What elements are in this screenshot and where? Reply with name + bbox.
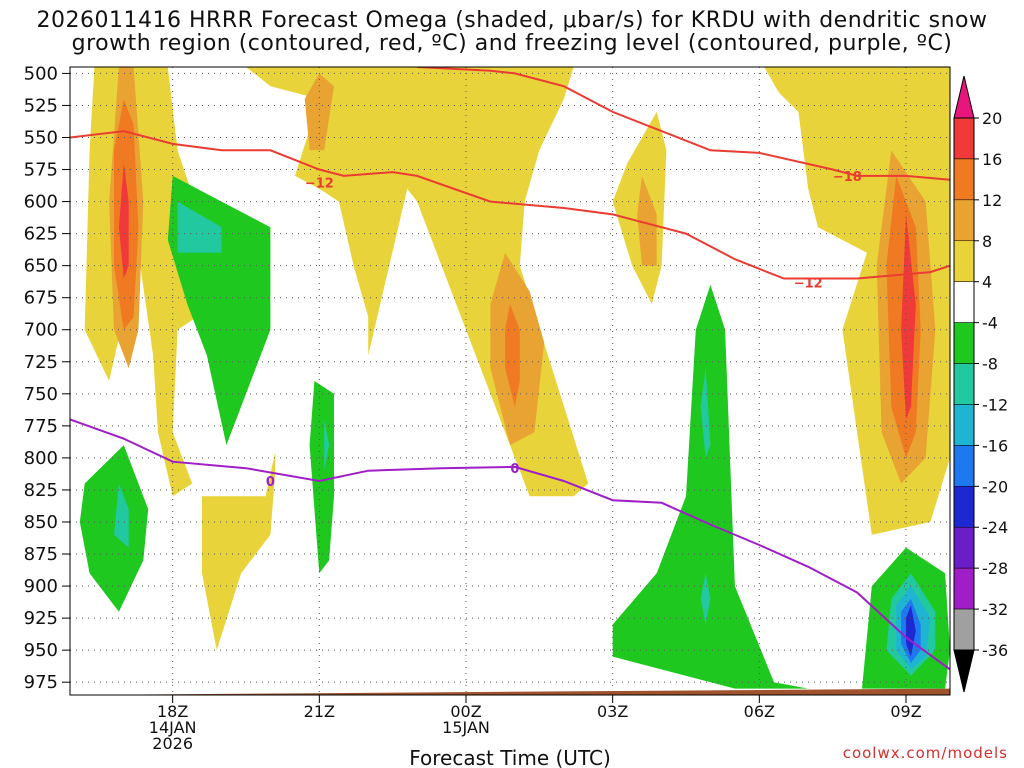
plot-frame — [69, 66, 951, 696]
y-tick-label-825: 825 — [24, 480, 58, 501]
colorbar-bin--8to-4 — [953, 322, 975, 364]
y-tick-label-525: 525 — [24, 95, 58, 116]
y-tick-label-925: 925 — [24, 608, 58, 629]
y-tick-label-600: 600 — [24, 192, 58, 213]
dgz-minus12-contour — [70, 130, 950, 280]
omega-shading-layer — [79, 67, 950, 689]
y-tick-label-675: 675 — [24, 288, 58, 309]
colorbar-label--24: -24 — [982, 518, 1008, 537]
x-tick-label-00Z-1: 15JAN — [442, 718, 490, 737]
freezing-level-0c-contour — [70, 418, 950, 671]
colorbar-bin--20to-16 — [953, 445, 975, 487]
x-tick-label-03Z-0: 03Z — [597, 702, 628, 721]
dgz-minus18-contour — [417, 67, 950, 181]
pressure-axis: 500 525 550 575 600 625 650 675 700 725 750 775 800 8… — [24, 63, 70, 693]
shade-green-lower-middle — [612, 284, 809, 689]
colorbar-label--32: -32 — [982, 600, 1008, 619]
omega-colorbar: 20 16 12 8 4 -4 -8 -12 -16 -20 -24 -28 -32 -36 — [953, 75, 1008, 693]
x-tick-label-00Z-0: 00Z — [450, 702, 481, 721]
chart-title-line-2: growth region (contoured, red, ºC) and f… — [71, 31, 953, 56]
shade-teal-upper-left — [177, 201, 222, 253]
colorbar-bin--24to-20 — [953, 486, 975, 528]
y-tick-label-550: 550 — [24, 127, 58, 148]
colorbar-label-4: 4 — [982, 273, 992, 292]
colorbar-bottom-arrow — [953, 649, 975, 693]
x-axis-label: Forecast Time (UTC) — [409, 746, 611, 768]
colorbar-label-20: 20 — [982, 109, 1002, 128]
y-tick-label-975: 975 — [24, 672, 58, 693]
x-tick-label-18Z-2: 2026 — [152, 734, 193, 753]
colorbar-label--20: -20 — [982, 477, 1008, 496]
colorbar-label-16: 16 — [982, 150, 1002, 169]
colorbar-bin--36to-32 — [953, 608, 975, 651]
y-tick-label-950: 950 — [24, 640, 58, 661]
shade-teal-lower-mid2 — [700, 573, 711, 625]
shade-teal-low-left — [114, 483, 129, 548]
colorbar-label--28: -28 — [982, 559, 1008, 578]
shade-green-low-left — [79, 445, 149, 612]
shade-teal-lower-mid — [700, 368, 711, 458]
colorbar-bin-12to16 — [953, 158, 975, 201]
shade-orange-band-03z — [637, 175, 657, 266]
dgz-minus18-contour-label: −18 — [833, 170, 862, 185]
x-tick-label-06Z-0: 06Z — [744, 702, 775, 721]
colorbar-bin-16to20 — [953, 117, 975, 160]
colorbar-bin-4to8 — [953, 240, 975, 282]
source-credit: coolwx.com/models — [842, 744, 1008, 762]
y-tick-label-500: 500 — [24, 63, 58, 84]
freezing-level-0c-contour-label-2: 0 — [510, 462, 519, 477]
terrain-layer — [70, 688, 950, 695]
colorbar-label--16: -16 — [982, 436, 1008, 455]
y-tick-label-850: 850 — [24, 512, 58, 533]
shade-blue-right — [906, 605, 916, 657]
y-tick-label-650: 650 — [24, 256, 58, 277]
dgz-minus12-contour-label: −12 — [305, 176, 334, 191]
y-tick-label-800: 800 — [24, 448, 58, 469]
colorbar-bin--12to-8 — [953, 363, 975, 405]
shade-yellow-blob-low-left — [202, 451, 276, 651]
colorbar-bin--32to-28 — [953, 567, 975, 610]
dgz-minus12-right-label-label: −12 — [794, 276, 823, 291]
colorbar-frame — [953, 117, 975, 651]
colorbar-label-8: 8 — [982, 232, 992, 251]
x-tick-label-21Z-0: 21Z — [304, 702, 335, 721]
colorbar-bin-8to12 — [953, 199, 975, 242]
y-tick-label-625: 625 — [24, 224, 58, 245]
chart-title-line-1: 2026011416 HRRR Forecast Omega (shaded, … — [36, 8, 988, 33]
colorbar-bin--28to-24 — [953, 526, 975, 569]
contour-layer: −12 −18 −12 0 0 — [70, 67, 950, 671]
colorbar-label--8: -8 — [982, 355, 998, 374]
y-tick-label-700: 700 — [24, 320, 58, 341]
colorbar-label--12: -12 — [982, 395, 1008, 414]
shade-red-core-left — [118, 163, 129, 279]
shade-teal-21z — [324, 419, 330, 471]
x-tick-label-18Z-1: 14JAN — [149, 718, 197, 737]
y-tick-label-775: 775 — [24, 416, 58, 437]
y-tick-label-900: 900 — [24, 576, 58, 597]
colorbar-top-arrow — [953, 75, 975, 119]
x-tick-label-09Z-0: 09Z — [890, 702, 921, 721]
y-tick-label-750: 750 — [24, 384, 58, 405]
terrain-fill — [70, 688, 950, 695]
y-tick-label-875: 875 — [24, 544, 58, 565]
colorbar-bin--16to-12 — [953, 404, 975, 446]
y-tick-label-725: 725 — [24, 352, 58, 373]
shade-orange-band-upper-mid — [304, 73, 334, 151]
colorbar-label--4: -4 — [982, 314, 998, 333]
y-tick-label-575: 575 — [24, 160, 58, 181]
colorbar-bin--4to4 — [953, 281, 975, 323]
colorbar-label--36: -36 — [982, 641, 1008, 660]
freezing-level-0c-contour-label-1: 0 — [266, 475, 275, 490]
shade-green-21z — [309, 381, 334, 574]
x-tick-label-18Z-0: 18Z — [157, 702, 188, 721]
colorbar-label-12: 12 — [982, 191, 1002, 210]
